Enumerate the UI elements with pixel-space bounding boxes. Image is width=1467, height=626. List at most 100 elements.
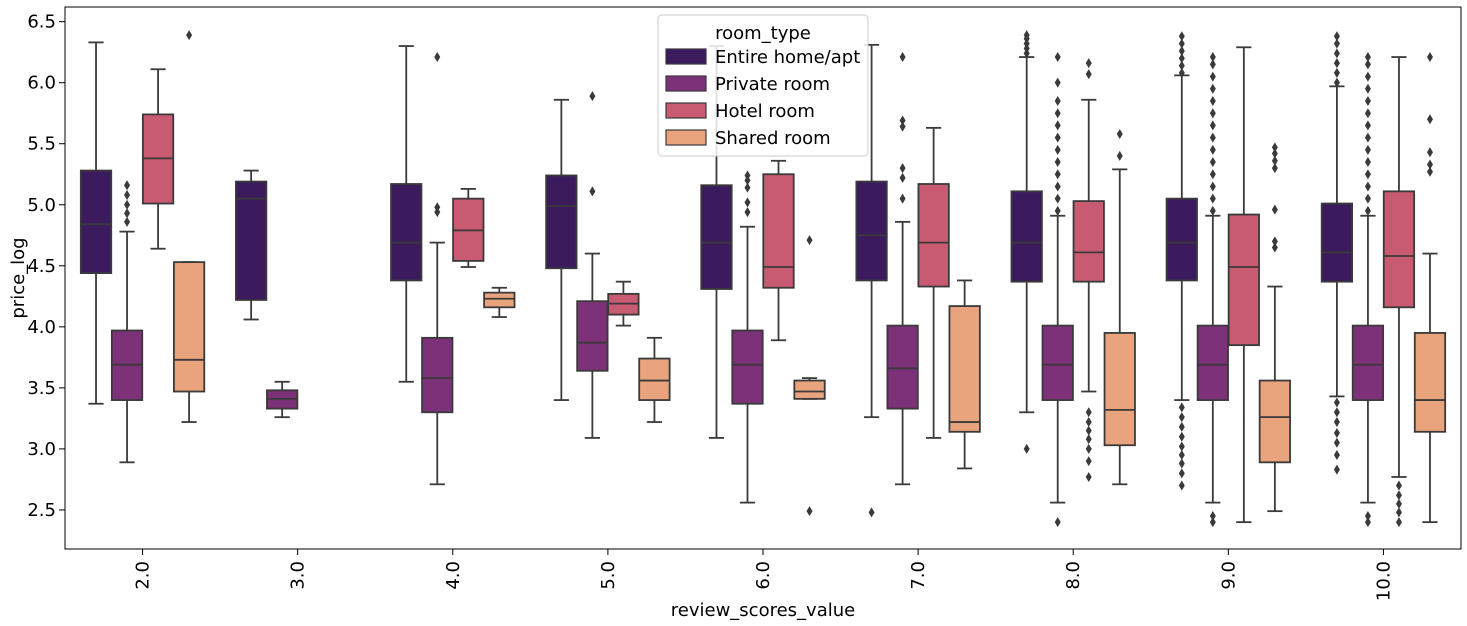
box bbox=[607, 280, 640, 327]
outlier-point bbox=[1395, 480, 1402, 491]
outlier-point bbox=[1085, 434, 1092, 445]
box-body bbox=[1382, 190, 1416, 309]
legend: room_type Entire home/apt Private room Hot… bbox=[657, 14, 869, 157]
outlier-point bbox=[806, 506, 813, 517]
outlier-point bbox=[1178, 67, 1185, 78]
box bbox=[452, 187, 485, 268]
outlier-point bbox=[1209, 205, 1216, 216]
box bbox=[235, 169, 268, 321]
outlier-point bbox=[1178, 53, 1185, 64]
outlier-point bbox=[1333, 428, 1340, 439]
outlier-point bbox=[1333, 38, 1340, 49]
series-hotel-room bbox=[141, 46, 1416, 528]
box bbox=[855, 43, 888, 518]
y-tick-label: 5.5 bbox=[27, 134, 56, 155]
box bbox=[421, 52, 454, 486]
box-body bbox=[1196, 324, 1229, 401]
outlier-point bbox=[1178, 60, 1185, 71]
series-entire-home-apt bbox=[79, 30, 1354, 518]
plot-area bbox=[79, 30, 1447, 528]
y-tick-label: 2.5 bbox=[27, 500, 56, 521]
legend-label: Shared room bbox=[715, 128, 831, 149]
box bbox=[731, 170, 764, 504]
outlier-point bbox=[1364, 193, 1371, 204]
outlier-point bbox=[124, 189, 131, 200]
legend-label: Entire home/apt bbox=[715, 47, 860, 68]
outlier-point bbox=[1426, 114, 1433, 125]
y-tick-label: 4.5 bbox=[27, 256, 56, 277]
box-body bbox=[1351, 324, 1385, 401]
outlier-point bbox=[1426, 147, 1433, 158]
outlier-point bbox=[1054, 132, 1061, 143]
outlier-point bbox=[1271, 242, 1278, 253]
box bbox=[172, 30, 206, 423]
legend-item: Shared room bbox=[665, 128, 831, 149]
outlier-point bbox=[744, 207, 751, 218]
outlier-point bbox=[1209, 193, 1216, 204]
outlier-point bbox=[1333, 77, 1340, 88]
outlier-point bbox=[744, 197, 751, 208]
legend-swatch bbox=[665, 48, 707, 65]
legend-swatch bbox=[665, 129, 707, 146]
box-body bbox=[1041, 324, 1074, 401]
box bbox=[1041, 52, 1074, 528]
x-axis-label: review_scores_value bbox=[671, 600, 855, 621]
x-tick-label: 4.0 bbox=[443, 561, 464, 590]
outlier-point bbox=[868, 507, 875, 518]
outlier-point bbox=[1364, 181, 1371, 192]
box-body bbox=[855, 180, 888, 282]
box-body bbox=[1103, 332, 1136, 447]
outlier-point bbox=[899, 115, 906, 126]
box bbox=[762, 159, 795, 342]
outlier-point bbox=[1426, 159, 1433, 170]
box bbox=[1351, 52, 1385, 528]
outlier-point bbox=[1426, 166, 1433, 177]
outlier-point bbox=[1178, 431, 1185, 442]
x-tick-label: 8.0 bbox=[1063, 561, 1084, 590]
box-body bbox=[545, 174, 578, 270]
outlier-point bbox=[1364, 71, 1371, 82]
outlier-point bbox=[1364, 517, 1371, 528]
y-tick-label: 5.0 bbox=[27, 195, 56, 216]
outlier-point bbox=[1364, 83, 1371, 94]
box-body bbox=[421, 336, 454, 414]
outlier-point bbox=[1364, 511, 1371, 522]
x-tick-label: 7.0 bbox=[908, 561, 929, 590]
box-body bbox=[700, 184, 733, 290]
box-body bbox=[762, 173, 795, 289]
series-shared-room bbox=[172, 30, 1447, 524]
outlier-point bbox=[1209, 59, 1216, 70]
outlier-point bbox=[899, 172, 906, 183]
x-tick-label: 5.0 bbox=[598, 561, 619, 590]
outlier-point bbox=[1178, 38, 1185, 49]
box-body bbox=[172, 261, 206, 393]
outlier-point bbox=[1085, 58, 1092, 69]
y-tick-label: 6.5 bbox=[27, 12, 56, 33]
box bbox=[917, 126, 950, 439]
outlier-point bbox=[1054, 193, 1061, 204]
outlier-point bbox=[744, 170, 751, 181]
outlier-point bbox=[1364, 157, 1371, 168]
y-tick-label: 3.5 bbox=[27, 378, 56, 399]
outlier-point bbox=[744, 182, 751, 193]
box bbox=[638, 336, 671, 423]
outlier-point bbox=[1333, 58, 1340, 69]
outlier-point bbox=[899, 52, 906, 63]
outlier-point bbox=[1209, 83, 1216, 94]
box-body bbox=[79, 169, 113, 275]
legend-item: Entire home/apt bbox=[665, 47, 860, 68]
outlier-point bbox=[1116, 150, 1123, 161]
series-private-room bbox=[110, 52, 1385, 528]
outlier-point bbox=[1333, 67, 1340, 78]
outlier-point bbox=[1209, 157, 1216, 168]
box bbox=[948, 279, 981, 470]
box bbox=[576, 91, 609, 439]
outlier-point bbox=[1333, 31, 1340, 42]
y-tick-label: 3.0 bbox=[27, 439, 56, 460]
outlier-point bbox=[1271, 236, 1278, 247]
outlier-point bbox=[589, 91, 596, 102]
outlier-point bbox=[1178, 441, 1185, 452]
outlier-point bbox=[1364, 52, 1371, 63]
outlier-point bbox=[1364, 120, 1371, 131]
outlier-point bbox=[434, 52, 441, 63]
